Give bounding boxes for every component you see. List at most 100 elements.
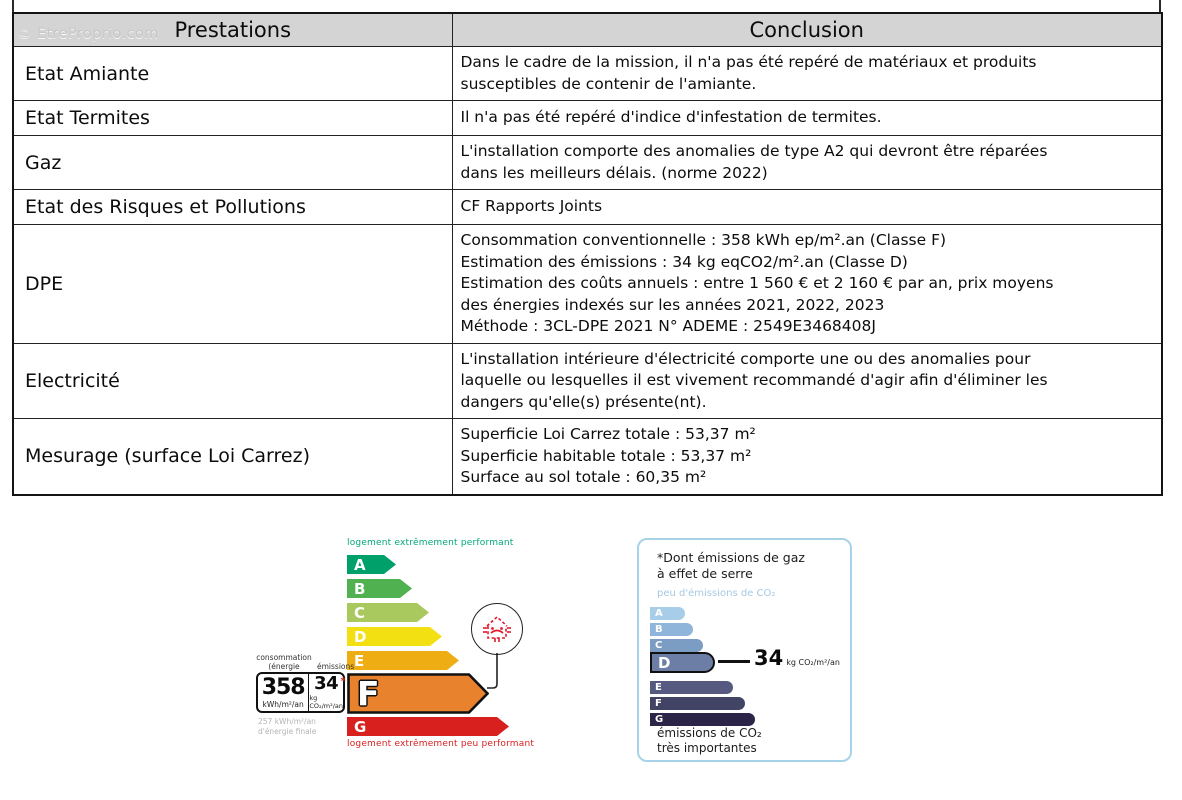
dpe-bar-g: G [347,717,509,736]
ges-class-letter: B [655,623,663,635]
consumption-value-cell: 358 kWh/m²/an [258,674,310,711]
dpe-bar-e: E [347,651,459,670]
prestation-cell: Etat Termites [12,100,453,136]
dpe-bar-a: A [347,555,396,574]
dpe-bar-f-current: F [347,673,489,714]
emissions-value-number: 34 [314,673,339,694]
table-border-fragment-left [12,0,14,13]
conclusion-line: Superficie Loi Carrez totale : 53,37 m² [460,425,756,443]
conclusion-cell: Consommation conventionnelle : 358 kWh e… [451,224,1163,344]
consumption-unit: kWh/m²/an [262,699,304,709]
table-border-fragment-right [1159,0,1161,13]
dpe-bar-c: C [347,603,429,622]
prestation-cell: Etat des Risques et Pollutions [12,189,453,225]
emissions-value: 34 * [314,673,346,694]
prestation-cell: Etat Amiante [12,46,453,101]
table-header-row: Prestations Conclusion [12,12,1163,47]
dpe-bar-d: D [347,627,442,646]
ges-footer-line1: émissions de CO₂ [657,726,762,740]
table-row: Electricité L'installation intérieure d'é… [12,342,1163,419]
ges-value-number: 34 [754,646,784,670]
conclusion-cell: Dans le cadre de la mission, il n'a pas … [451,46,1163,101]
table-row: Etat Termites Il n'a pas été repéré d'ind… [12,100,1163,136]
sad-house-icon [483,615,511,642]
emissions-value-cell: 34 * kg CO₂/m²/an [309,673,346,711]
emissions-label: émissions [317,662,355,671]
emissions-unit: kg CO₂/m²/an [309,694,344,710]
dpe-class-letter: C [354,603,366,622]
ges-footer-line2: très importantes [657,741,757,755]
final-energy-line1: 257 kWh/m²/an [258,717,316,726]
conclusion-cell: L'installation intérieure d'électricité … [451,342,1163,419]
conclusion-cell: CF Rapports Joints [451,189,1163,225]
prestation-cell: Electricité [12,342,453,419]
prestation-cell: DPE [12,224,453,344]
ges-bar-e: E [650,681,733,694]
ges-subtitle: peu d'émissions de CO₂ [657,588,776,599]
ges-bar-c: C [650,639,703,652]
prestation-cell: Gaz [12,135,453,190]
header-prestations: Prestations [12,12,453,47]
prestation-cell: Mesurage (surface Loi Carrez) [12,418,453,495]
dpe-class-letter: B [354,579,366,598]
conclusion-line: Il n'a pas été repéré d'indice d'infesta… [460,108,882,127]
ges-value: 34 kg CO₂/m²/an [754,646,840,670]
ges-class-letter: C [655,639,663,651]
diagnostics-table-body: Etat Amiante Dans le cadre de la mission,… [12,46,1163,495]
conclusion-line: des énergies indexés sur les années 2021… [460,295,885,314]
ges-class-letter: F [655,697,662,709]
conclusion-line: Dans le cadre de la mission, il n'a pas … [460,53,1037,71]
ges-class-letter: G [655,713,664,725]
sad-house-badge [471,603,523,655]
ges-title-line2: à effet de serre [657,565,753,581]
conclusion-line: L'installation intérieure d'électricité … [460,349,1031,368]
ges-title-line1: *Dont émissions de gaz [657,550,805,565]
dpe-class-letter: A [354,555,366,574]
dpe-bottom-label: logement extrêmement peu performant [347,739,535,749]
dpe-class-letter: E [354,651,365,670]
ges-bar-g: G [650,713,755,726]
conclusion-line: dangers qu'elle(s) présente(nt). [460,392,707,411]
consumption-value: 358 [261,674,306,700]
conclusion-cell: Il n'a pas été repéré d'indice d'infesta… [451,100,1163,136]
final-energy-line2: d'énergie finale [258,727,317,736]
conclusion-line: CF Rapports Joints [460,197,603,216]
conclusion-line: Consommation conventionnelle : 358 kWh e… [460,231,947,249]
ges-class-letter: E [655,681,662,693]
ges-bar-a: A [650,607,685,620]
conclusion-line: L'installation comporte des anomalies de… [460,142,1048,160]
table-row: Etat Amiante Dans le cadre de la mission,… [12,46,1163,101]
dpe-bar-b: B [347,579,412,598]
ges-title: *Dont émissions de gaz à effet de serre [657,550,805,581]
table-row: Mesurage (surface Loi Carrez) Superficie … [12,418,1163,495]
dpe-value-box: 358 kWh/m²/an 34 * kg CO₂/m²/an [256,672,346,713]
ges-class-letter: D [658,653,671,672]
dpe-class-letter: D [354,627,367,646]
conclusion-line: Superficie habitable totale : 53,37 m² [460,446,752,465]
conclusion-line: dans les meilleurs délais. (norme 2022) [460,163,768,182]
watermark: © EtreProprio.com [17,26,159,42]
conclusion-line: Estimation des coûts annuels : entre 1 5… [460,274,1054,292]
dpe-top-label: logement extrêmement performant [347,538,514,548]
ges-bar-b: B [650,623,693,636]
conclusion-line: Méthode : 3CL-DPE 2021 N° ADEME : 2549E3… [460,317,876,335]
table-row: DPE Consommation conventionnelle : 358 kW… [12,224,1163,344]
emissions-star: * [340,676,346,687]
badge-connector-line [487,653,498,689]
ges-bar-d-current: D [650,652,715,673]
ges-pointer-line [718,660,750,663]
table-row: Etat des Risques et Pollutions CF Rapport… [12,189,1163,225]
table-row: Gaz L'installation comporte des anomalies… [12,135,1163,190]
ges-bar-f: F [650,697,745,710]
ges-value-unit: kg CO₂/m²/an [786,658,840,667]
ges-footer: émissions de CO₂ très importantes [657,726,762,756]
conclusion-line: Surface au sol totale : 60,35 m² [460,468,707,486]
consumption-label-line1: consommation [256,653,312,662]
conclusion-line: laquelle ou lesquelles il est vivement r… [460,371,1048,389]
ges-class-letter: A [655,607,663,619]
diagnostics-table: Prestations Conclusion Etat Amiante Dans … [12,12,1163,496]
ges-emissions-chart: *Dont émissions de gaz à effet de serre … [637,538,852,762]
conclusion-line: Estimation des émissions : 34 kg eqCO2/m… [460,252,908,271]
conclusion-line: susceptibles de contenir de l'amiante. [460,74,757,93]
